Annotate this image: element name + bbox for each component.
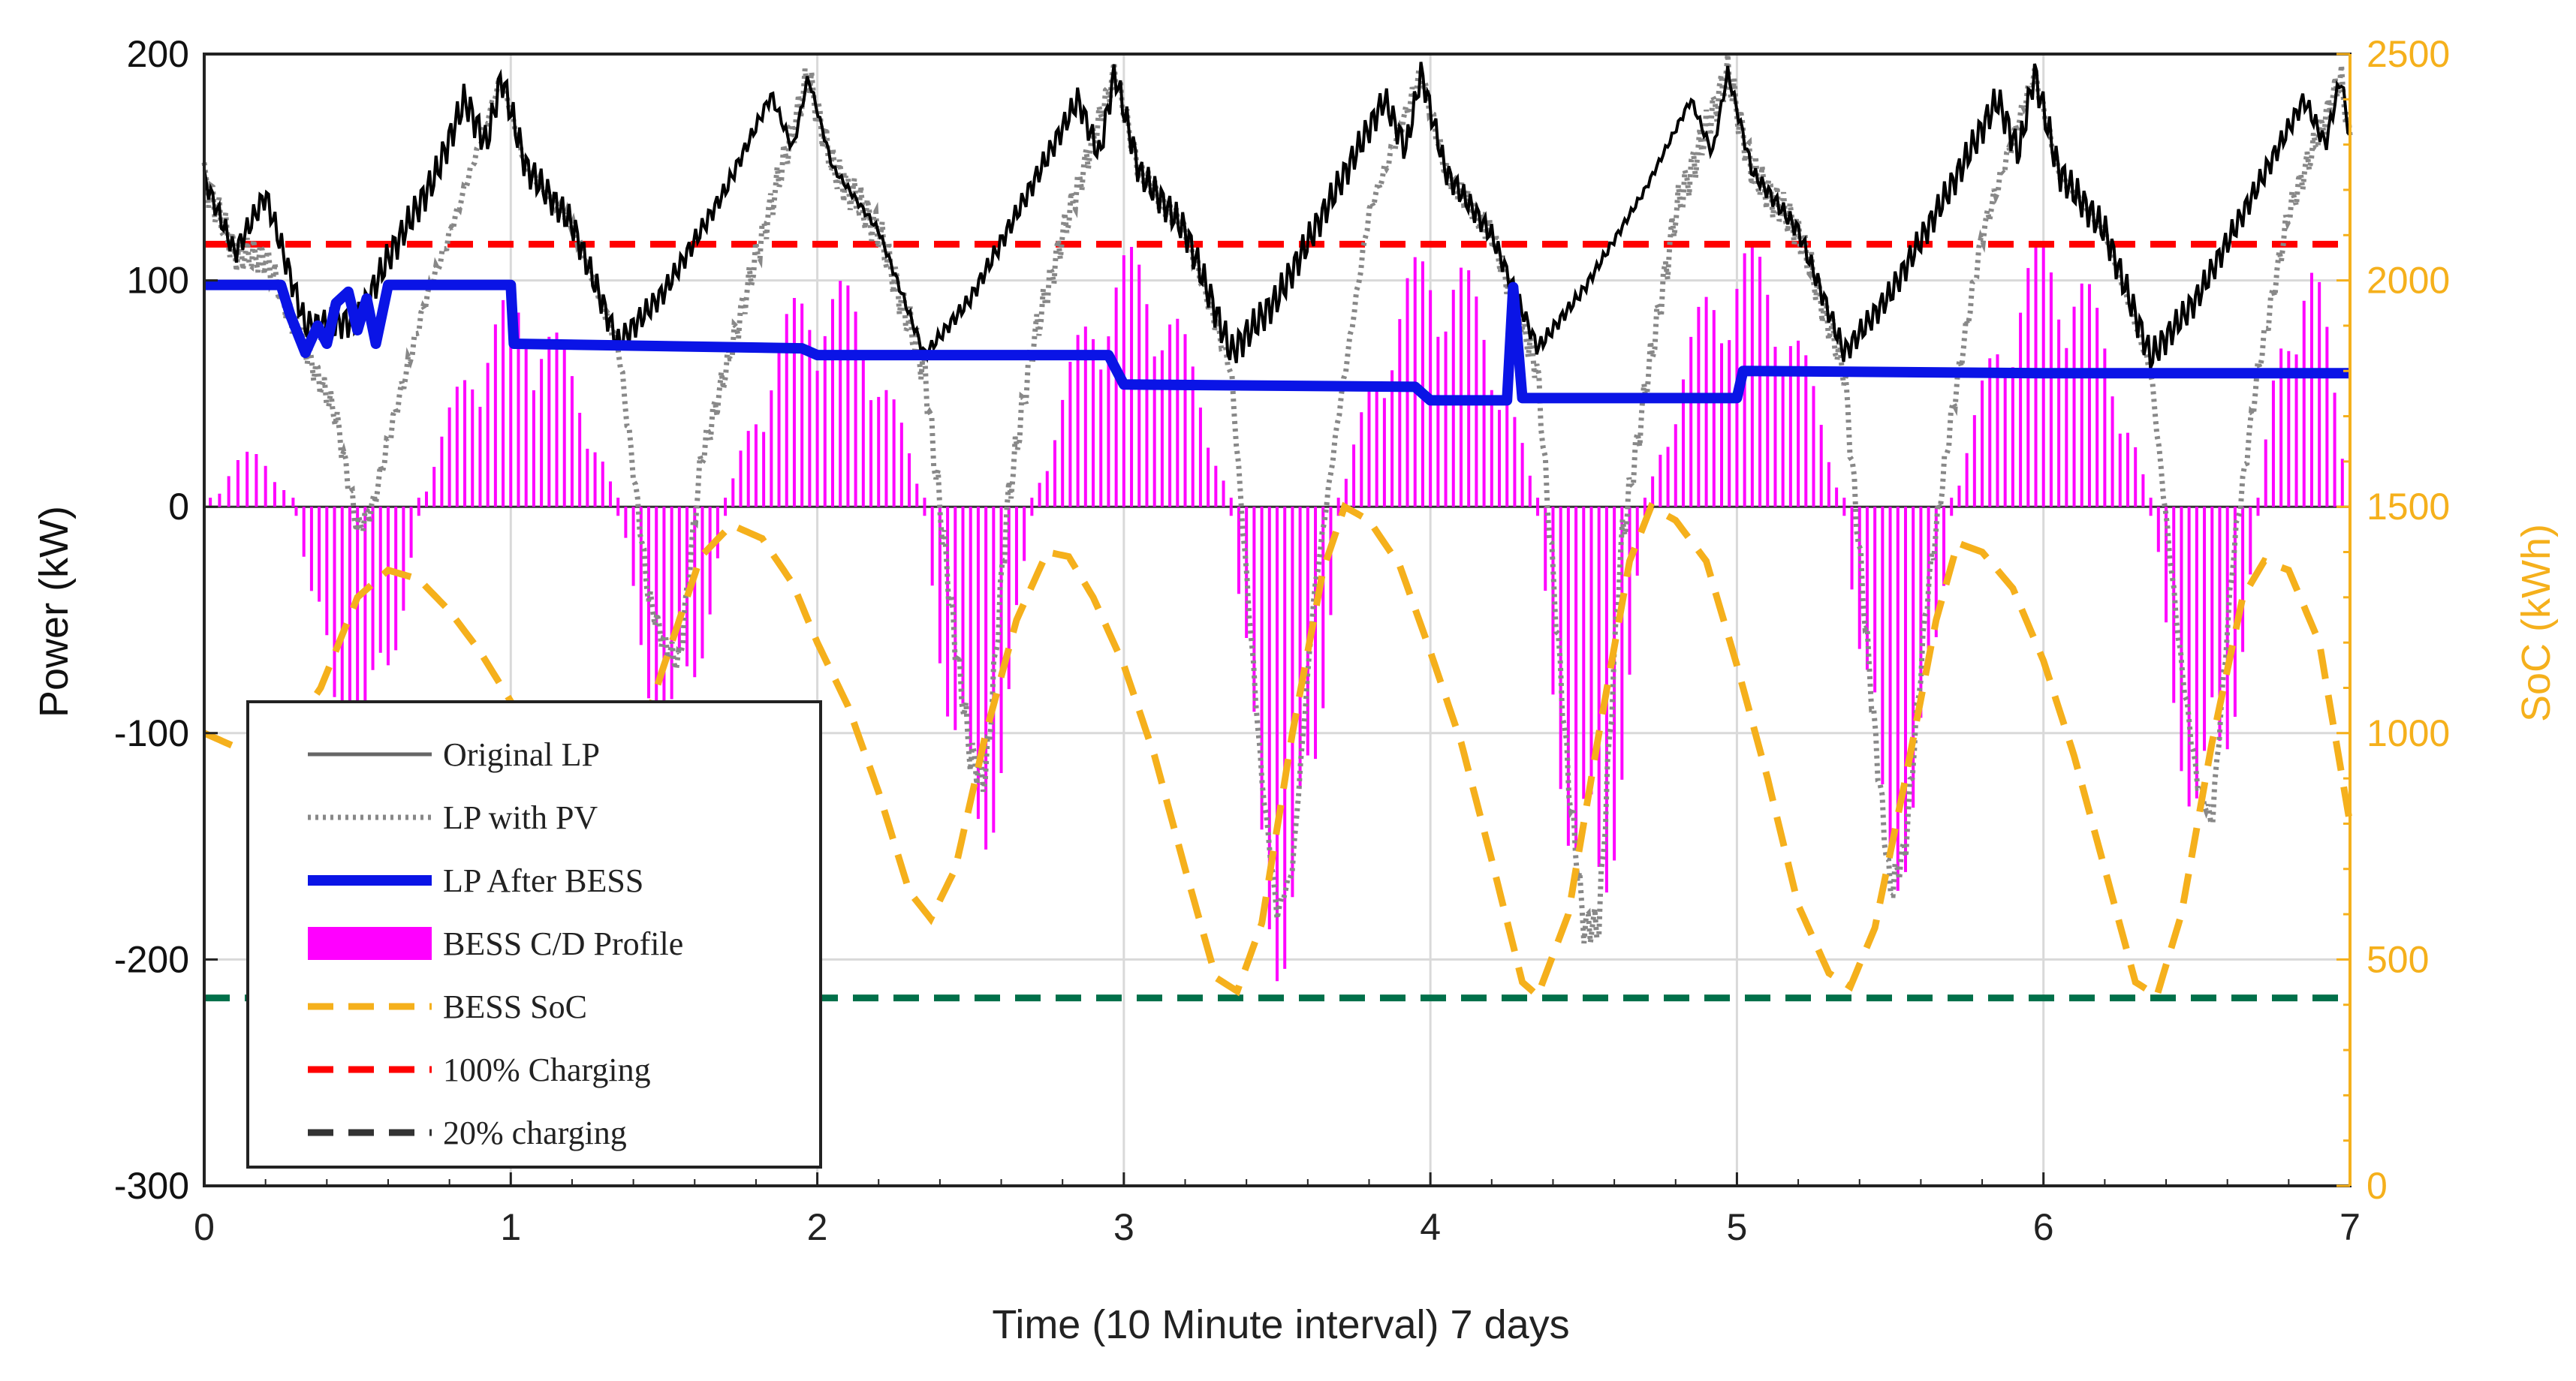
x-tick-label: 7 [2339, 1206, 2361, 1248]
y2-tick-label: 0 [2367, 1165, 2388, 1207]
y2-tick-label: 500 [2367, 938, 2429, 980]
series-lines [201, 53, 2354, 1002]
legend-label: 100% Charging [443, 1052, 651, 1088]
y-axis-title: Power (kW) [32, 506, 77, 718]
x-tick-label: 1 [500, 1206, 521, 1248]
x-axis-title: Time (10 Minute interval) 7 days [992, 1302, 1569, 1347]
x-tick-label: 5 [1727, 1206, 1748, 1248]
legend-label: LP with PV [443, 799, 598, 836]
y2-tick-label: 1500 [2367, 486, 2450, 528]
y-tick-label: -100 [114, 712, 189, 754]
bess-cd-bars [209, 242, 2352, 982]
x-tick-label: 6 [2033, 1206, 2054, 1248]
x-tick-label: 2 [807, 1206, 828, 1248]
legend-label: BESS C/D Profile [443, 925, 683, 962]
legend-label: BESS SoC [443, 988, 587, 1025]
legend-label: 20% charging [443, 1115, 627, 1151]
y2-axis-title: SoC (kWh) [2514, 524, 2559, 722]
y-tick-label: -300 [114, 1165, 189, 1207]
y-tick-label: 200 [127, 33, 189, 75]
y2-tick-labels: 2500 2000 1500 1000 500 0 [2367, 33, 2450, 1207]
y2-tick-label: 2500 [2367, 33, 2450, 75]
y-tick-label: 0 [168, 486, 189, 528]
y-tick-labels: 200 100 0 -100 -200 -300 [114, 33, 189, 1207]
y2-tick-label: 1000 [2367, 712, 2450, 754]
lp-with-pv-line [201, 53, 2353, 946]
x-tick-labels: 0 1 2 3 4 5 6 7 [194, 1206, 2361, 1248]
x-tick-label: 0 [194, 1206, 215, 1248]
lp-after-bess-line [204, 279, 2350, 406]
legend-swatch-bess-cd [308, 927, 432, 960]
y-tick-label: -200 [114, 938, 189, 980]
original-lp-line [203, 62, 2352, 369]
x-tick-label: 4 [1420, 1206, 1441, 1248]
legend: Original LP LP with PV LP After BESS BESS C… [246, 700, 822, 1169]
y-tick-label: 100 [127, 260, 189, 302]
x-tick-label: 3 [1113, 1206, 1134, 1248]
legend-label: LP After BESS [443, 862, 643, 899]
y2-tick-label: 2000 [2367, 260, 2450, 302]
legend-label: Original LP [443, 736, 600, 773]
axis-ticks [203, 53, 2352, 1187]
